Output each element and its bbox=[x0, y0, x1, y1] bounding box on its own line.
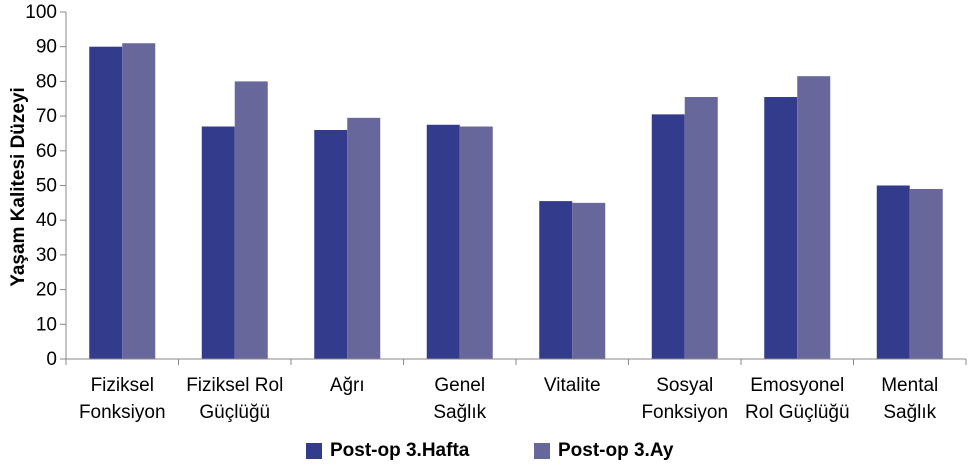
x-category-label: Fiziksel Rol bbox=[186, 375, 283, 396]
y-axis-ticks: 0 10 20 30 40 50 60 70 80 90 100 bbox=[25, 2, 66, 370]
y-tick-label: 10 bbox=[36, 314, 57, 335]
x-category-label: Mental bbox=[881, 375, 938, 396]
y-tick-label: 70 bbox=[36, 106, 57, 127]
y-tick-label: 40 bbox=[36, 210, 57, 231]
bar-1-8 bbox=[876, 185, 910, 359]
y-tick-label: 0 bbox=[46, 349, 57, 370]
x-category-label: Fonksiyon bbox=[79, 402, 166, 423]
y-tick-label: 30 bbox=[36, 245, 57, 266]
legend-item-series-1: Post-op 3.Hafta bbox=[306, 434, 469, 468]
bar-2-6 bbox=[684, 97, 718, 359]
x-category-label: Emosyonel bbox=[750, 375, 844, 396]
bar-1-7 bbox=[764, 97, 798, 359]
legend-label-series-1: Post-op 3.Hafta bbox=[330, 440, 470, 461]
bar-2-2 bbox=[234, 81, 268, 360]
x-category-label: Sağlık bbox=[883, 402, 936, 423]
bars bbox=[89, 43, 943, 360]
y-tick-label: 60 bbox=[36, 141, 57, 162]
y-axis-label: Yaşam Kalitesi Düzeyi bbox=[8, 87, 29, 287]
bar-2-1 bbox=[122, 43, 156, 359]
bar-1-5 bbox=[539, 201, 573, 359]
x-category-label: Sosyal bbox=[656, 375, 713, 396]
bar-1-3 bbox=[314, 129, 348, 359]
x-category-label: Vitalite bbox=[544, 375, 601, 396]
x-category-label: Sağlık bbox=[433, 402, 486, 423]
legend-label-series-2: Post-op 3.Ay bbox=[558, 440, 674, 461]
x-category-label: Güçlüğü bbox=[199, 402, 270, 423]
bar-1-6 bbox=[651, 114, 685, 360]
x-category-label: Genel bbox=[434, 375, 485, 396]
bar-chart: 0 10 20 30 40 50 60 70 80 90 100 Fiziksel Fonksiyon… bbox=[8, 2, 967, 423]
bar-2-8 bbox=[909, 188, 943, 359]
bar-2-7 bbox=[797, 76, 831, 359]
x-category-label: Rol Güçlüğü bbox=[745, 402, 850, 423]
legend: Post-op 3.Hafta Post-op 3.Ay bbox=[0, 434, 975, 468]
y-tick-label: 100 bbox=[25, 2, 57, 23]
x-category-label: Fonksiyon bbox=[641, 402, 728, 423]
y-tick-label: 20 bbox=[36, 280, 57, 301]
y-tick-label: 90 bbox=[36, 37, 57, 58]
legend-item-series-2: Post-op 3.Ay bbox=[534, 434, 673, 468]
axes bbox=[65, 12, 967, 365]
x-category-label: Fiziksel bbox=[91, 375, 154, 396]
x-axis-category-labels: Fiziksel Fonksiyon Fiziksel Rol Güçlüğü Ağrı… bbox=[79, 375, 938, 423]
bar-2-3 bbox=[347, 117, 381, 360]
legend-swatch-series-1 bbox=[306, 443, 322, 459]
legend-swatch-series-2 bbox=[534, 443, 550, 459]
bar-1-2 bbox=[201, 126, 235, 359]
bar-1-4 bbox=[426, 124, 460, 360]
bar-2-5 bbox=[572, 202, 606, 359]
bar-1-1 bbox=[89, 46, 123, 359]
bar-2-4 bbox=[459, 126, 493, 359]
x-category-label: Ağrı bbox=[330, 375, 365, 396]
y-tick-label: 50 bbox=[36, 176, 57, 197]
y-tick-label: 80 bbox=[36, 71, 57, 92]
